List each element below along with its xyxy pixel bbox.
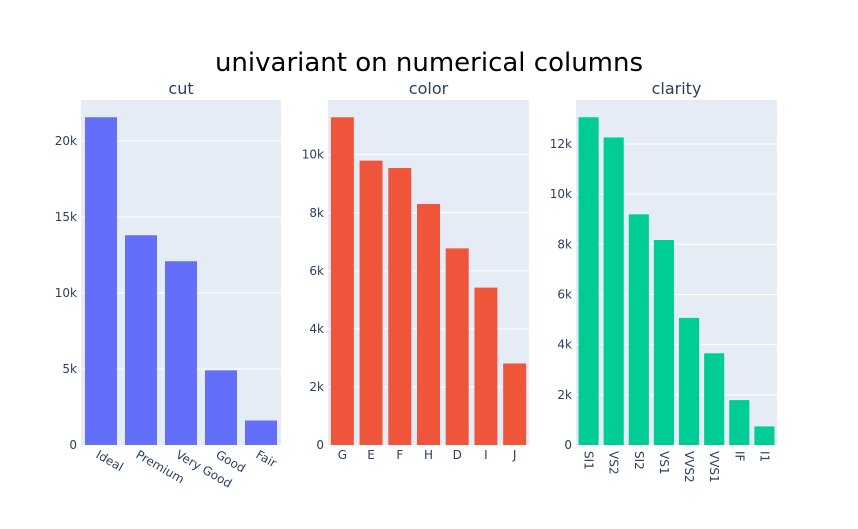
bar-vvs2 xyxy=(679,317,700,445)
bar-vs2 xyxy=(603,137,624,446)
bar-si2 xyxy=(628,214,649,445)
bar-si1 xyxy=(578,117,599,445)
y-tick-label: 10k xyxy=(550,187,572,201)
bar-i xyxy=(474,287,498,445)
y-tick-label: 10k xyxy=(302,148,324,162)
bar-d xyxy=(445,248,469,445)
bar-g xyxy=(330,117,354,445)
y-tick-label: 4k xyxy=(557,338,572,352)
bar-h xyxy=(417,203,440,445)
y-tick-label: 2k xyxy=(557,388,572,402)
bar-vs1 xyxy=(653,240,674,445)
bar-if xyxy=(729,400,750,445)
bar-ideal xyxy=(85,117,117,445)
chart-title: univariant on numerical columns xyxy=(215,48,643,78)
y-tick-label: 10k xyxy=(55,286,77,300)
x-tick-label: Fair xyxy=(254,447,280,470)
x-tick-label: D xyxy=(453,448,462,462)
x-tick-label: Ideal xyxy=(94,447,126,474)
x-tick-label: I xyxy=(484,448,488,462)
bar-vvs1 xyxy=(704,353,725,445)
x-tick-label: I1 xyxy=(757,451,771,462)
x-tick-label: F xyxy=(396,448,403,462)
subplot-clarity: 0 2k 4k 6k 8k 10k 12k clarity SI1 VS2 SI2 VS1 VVS2 VV… xyxy=(550,79,777,483)
x-tick-label: J xyxy=(512,448,517,462)
y-tick-label: 6k xyxy=(309,264,324,278)
subplot-title: cut xyxy=(168,79,193,98)
x-tick-label: H xyxy=(424,448,433,462)
subplot-title: color xyxy=(409,79,449,98)
bar-fair xyxy=(245,420,277,445)
x-tick-label: SI1 xyxy=(582,451,596,470)
x-tick-label: VVS1 xyxy=(707,451,721,483)
x-tick-label: E xyxy=(367,448,375,462)
y-tick-label: 4k xyxy=(309,322,324,336)
x-tick-label: VS1 xyxy=(657,451,671,474)
y-tick-label: 0 xyxy=(69,438,77,452)
y-tick-label: 5k xyxy=(62,362,77,376)
x-tick-label: G xyxy=(338,448,347,462)
y-tick-label: 6k xyxy=(557,287,572,301)
y-tick-label: 15k xyxy=(55,210,77,224)
subplot-color: 0 2k 4k 6k 8k 10k color G E F H D I J xyxy=(302,79,529,462)
bar-f xyxy=(388,168,412,445)
y-tick-label: 0 xyxy=(564,438,572,452)
y-tick-label: 12k xyxy=(550,137,572,151)
x-tick-label: SI2 xyxy=(632,451,646,470)
bar-very-good xyxy=(165,261,197,445)
y-tick-label: 8k xyxy=(309,206,324,220)
y-tick-label: 20k xyxy=(55,134,77,148)
bar-premium xyxy=(125,235,157,445)
y-tick-label: 8k xyxy=(557,237,572,251)
y-tick-label: 2k xyxy=(309,380,324,394)
bar-j xyxy=(503,363,527,445)
bar-i1 xyxy=(754,426,775,445)
x-tick-label: VS2 xyxy=(607,451,621,474)
x-tick-label: VVS2 xyxy=(682,451,696,483)
bar-good xyxy=(205,370,237,445)
x-tick-label: IF xyxy=(732,451,746,462)
subplot-title: clarity xyxy=(652,79,702,98)
bar-e xyxy=(359,160,383,446)
y-tick-label: 0 xyxy=(316,438,324,452)
